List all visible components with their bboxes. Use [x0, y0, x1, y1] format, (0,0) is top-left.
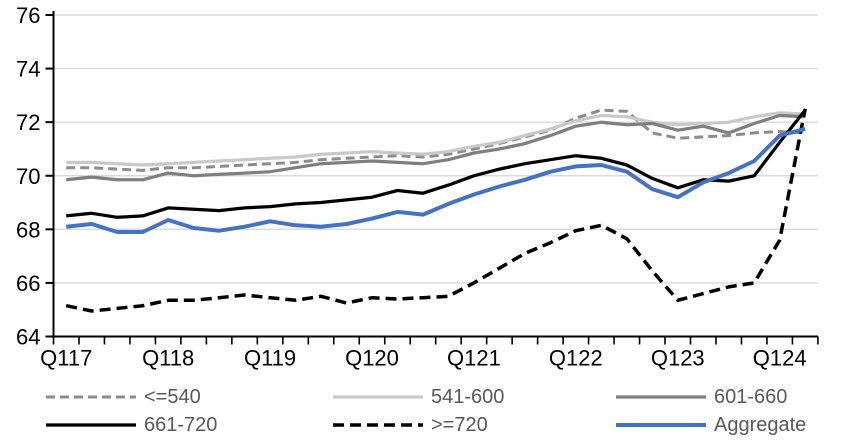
- x-axis-tick-label: Q122: [549, 346, 603, 371]
- x-axis-tick-label: Q123: [651, 346, 705, 371]
- legend-line-sample-dashed-black: [333, 423, 423, 427]
- x-axis-tick-label: Q120: [345, 346, 399, 371]
- legend-line-sample-light-gray: [333, 395, 423, 399]
- y-axis-tick-label: 72: [16, 110, 40, 135]
- y-axis-tick-label: 64: [16, 325, 40, 350]
- y-axis-tick-label: 74: [16, 57, 40, 82]
- series-line-<=540: [66, 108, 806, 172]
- series-line-601-660: [66, 113, 806, 182]
- legend-line-sample-dark-gray: [616, 395, 706, 399]
- legend-label: 601-660: [714, 386, 788, 408]
- legend-item: Aggregate: [616, 411, 806, 439]
- series-line->=720: [65, 108, 807, 313]
- y-axis-tick-label: 76: [16, 3, 40, 28]
- x-axis-tick-label: Q124: [753, 346, 807, 371]
- legend-item: <=540: [46, 383, 201, 411]
- x-axis-tick-label: Q117: [40, 346, 92, 371]
- x-axis-tick-label: Q119: [244, 346, 296, 371]
- legend-line-sample-black: [46, 423, 136, 427]
- legend-item: >=720: [333, 411, 488, 439]
- legend-label: 541-600: [431, 386, 505, 408]
- legend-label: 661-720: [144, 414, 218, 436]
- legend-item: 601-660: [616, 383, 787, 411]
- y-axis-tick-label: 66: [16, 271, 40, 296]
- legend-line-sample-dashed-gray: [46, 395, 136, 399]
- legend-line-sample-blue: [616, 423, 706, 427]
- x-axis-tick-label: Q118: [142, 346, 194, 371]
- legend-item: 541-600: [333, 383, 504, 411]
- series-line-661-720: [66, 109, 807, 219]
- series-line-541-600: [66, 111, 806, 167]
- legend-label: Aggregate: [714, 414, 807, 436]
- plot-area: 64 66 68 70 72 74 76 Q117 Q118 Q119 Q120 Q121 Q122 Q1…: [16, 3, 819, 371]
- legend-item: 661-720: [46, 411, 217, 439]
- series-line-Aggregate: [65, 126, 806, 234]
- y-axis-tick-label: 70: [16, 164, 40, 189]
- x-axis-tick-label: Q121: [447, 346, 501, 371]
- y-axis-tick-label: 68: [16, 217, 40, 242]
- legend-label: >=720: [431, 414, 488, 436]
- legend-label: <=540: [144, 386, 201, 408]
